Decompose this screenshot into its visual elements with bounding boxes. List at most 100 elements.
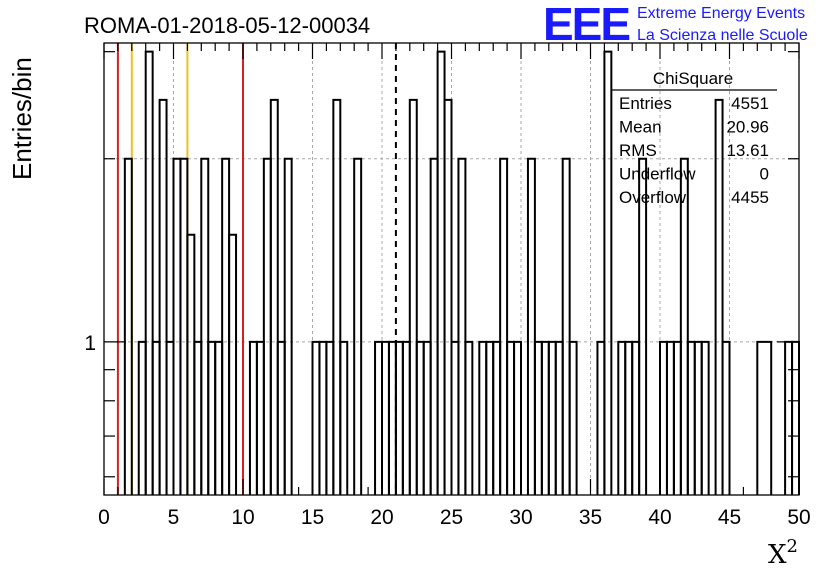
x-tick-label: 15 bbox=[301, 506, 324, 529]
x-tick-label: 45 bbox=[718, 506, 741, 529]
histogram-bin bbox=[408, 98, 418, 495]
histogram-bin bbox=[700, 340, 710, 495]
x-tick-label: 10 bbox=[231, 506, 254, 529]
histogram-bin bbox=[547, 340, 557, 495]
histogram-bin bbox=[499, 157, 509, 495]
histogram-bin bbox=[568, 340, 578, 495]
histogram-bin bbox=[659, 340, 668, 495]
x-tick-label: 25 bbox=[440, 506, 463, 529]
stats-row-value: 13.61 bbox=[726, 141, 769, 160]
histogram-bin bbox=[721, 340, 731, 495]
histogram-bin bbox=[485, 340, 495, 495]
stats-title: ChiSquare bbox=[653, 69, 733, 88]
histogram-bin bbox=[172, 157, 182, 495]
stats-row-value: 0 bbox=[760, 165, 769, 184]
histogram-bin bbox=[269, 98, 279, 495]
histogram-bin bbox=[332, 98, 342, 495]
histogram-bin bbox=[353, 157, 363, 495]
histogram-bin bbox=[255, 340, 265, 495]
y-tick-label: 1 bbox=[84, 332, 96, 355]
histogram-bin bbox=[714, 98, 724, 495]
eee-logo-line2: La Scienza nelle Scuole bbox=[637, 27, 808, 44]
histogram-bin bbox=[374, 340, 383, 495]
eee-logo: EEE Extreme Energy Events La Scienza nel… bbox=[543, 0, 808, 50]
histogram-bin bbox=[381, 340, 390, 495]
x-tick-label: 30 bbox=[509, 506, 532, 529]
histogram-bars bbox=[123, 50, 800, 495]
x-axis-label-base: X bbox=[768, 540, 787, 570]
histogram-bin bbox=[158, 98, 168, 495]
histogram-bin bbox=[276, 340, 286, 495]
histogram-bin bbox=[665, 340, 675, 495]
eee-logo-mark: EEE bbox=[543, 0, 629, 50]
histogram-bin bbox=[387, 340, 397, 495]
histogram-bin bbox=[186, 233, 196, 495]
histogram-bin bbox=[248, 340, 258, 495]
stats-row-label: Overflow bbox=[619, 188, 687, 207]
tick-labels: 0 5 10 15 20 25 30 35 40 45 50 1 bbox=[84, 332, 810, 529]
histogram-bin bbox=[137, 340, 147, 495]
histogram-bin bbox=[478, 340, 488, 495]
histogram-bin bbox=[325, 340, 335, 495]
histogram-bin bbox=[533, 340, 543, 495]
histogram-bin bbox=[624, 340, 634, 495]
histogram-bin bbox=[540, 340, 550, 495]
x-tick-label: 20 bbox=[370, 506, 393, 529]
histogram-bin bbox=[401, 340, 411, 495]
histogram-bin bbox=[450, 340, 460, 495]
histogram-bin bbox=[228, 233, 238, 495]
x-tick-label: 35 bbox=[579, 506, 602, 529]
stats-row-value: 20.96 bbox=[726, 118, 769, 137]
y-axis-label: Entries/bin bbox=[7, 57, 37, 180]
histogram-bin bbox=[561, 157, 571, 495]
histogram-bin bbox=[464, 340, 474, 495]
chart-title: ROMA-01-2018-05-12-00034 bbox=[84, 13, 370, 38]
x-tick-label: 40 bbox=[648, 506, 671, 529]
histogram-bin bbox=[311, 340, 321, 495]
histogram-bin bbox=[457, 157, 467, 495]
histogram-bin bbox=[422, 340, 432, 495]
histogram-bin bbox=[214, 340, 224, 495]
stats-row-label: Mean bbox=[619, 118, 662, 137]
histogram-bin bbox=[554, 340, 564, 495]
histogram-bin bbox=[151, 340, 161, 495]
histogram-bin bbox=[193, 340, 203, 495]
histogram-bin bbox=[394, 340, 404, 495]
histogram-bin bbox=[443, 98, 453, 495]
histogram-bin bbox=[339, 340, 349, 495]
histogram-bin bbox=[207, 340, 217, 495]
histogram-bin bbox=[429, 157, 439, 495]
histogram-bin bbox=[179, 157, 189, 495]
histogram-bin bbox=[165, 340, 175, 495]
x-tick-label: 5 bbox=[168, 506, 180, 529]
x-tick-label: 50 bbox=[787, 506, 810, 529]
histogram-bin bbox=[221, 157, 231, 495]
x-tick-label: 0 bbox=[98, 506, 110, 529]
histogram-bin bbox=[123, 157, 133, 495]
histogram-bin bbox=[144, 50, 154, 495]
eee-logo-line1: Extreme Energy Events bbox=[637, 5, 805, 22]
histogram-bin bbox=[318, 340, 328, 495]
histogram-bin bbox=[756, 340, 773, 495]
histogram-bin bbox=[603, 50, 613, 495]
stats-row-label: Underflow bbox=[619, 165, 696, 184]
histogram-bin bbox=[415, 340, 425, 495]
histogram-bin bbox=[596, 340, 606, 495]
x-axis-label: X2 bbox=[768, 536, 798, 570]
histogram-bin bbox=[200, 157, 210, 495]
histogram-bin bbox=[526, 157, 536, 495]
histogram-bin bbox=[436, 50, 446, 495]
histogram-bin bbox=[492, 340, 502, 495]
axes bbox=[103, 42, 800, 496]
stats-box: ChiSquare Entries 4551 Mean 20.96 RMS 13.61 Un… bbox=[611, 69, 777, 207]
stats-row-value: 4455 bbox=[731, 188, 769, 207]
histogram-bin bbox=[506, 340, 516, 495]
histogram-bin bbox=[686, 340, 696, 495]
stats-row-label: RMS bbox=[619, 141, 657, 160]
histogram-bin bbox=[784, 340, 794, 495]
histogram-bin bbox=[693, 340, 703, 495]
histogram-bin bbox=[679, 157, 689, 495]
histogram-bin bbox=[631, 340, 641, 495]
histogram-bin bbox=[262, 157, 272, 495]
x-axis-label-sup: 2 bbox=[787, 536, 798, 557]
